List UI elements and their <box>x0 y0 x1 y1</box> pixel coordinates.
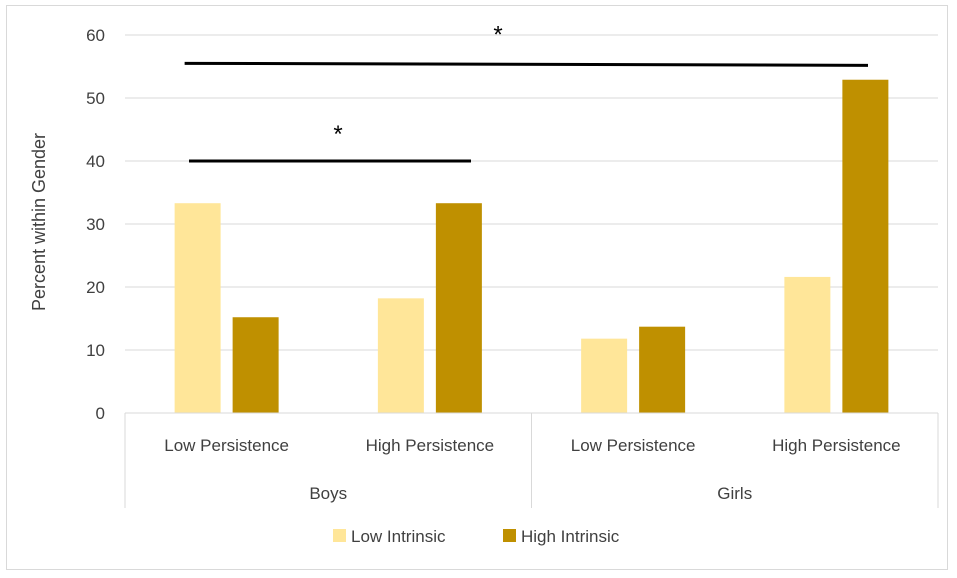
bar <box>377 298 424 413</box>
legend-swatch <box>333 529 346 542</box>
bar <box>435 203 482 413</box>
bar <box>174 203 221 413</box>
bar <box>842 79 889 413</box>
x-category-label: Low Persistence <box>164 436 289 455</box>
significance-annotations: ** <box>184 21 869 163</box>
x-category-label: Low Persistence <box>571 436 696 455</box>
x-group-label: Boys <box>309 484 347 503</box>
y-tick-label: 60 <box>86 26 105 45</box>
legend-label: Low Intrinsic <box>351 527 446 546</box>
bar <box>639 326 686 413</box>
legend-swatch <box>503 529 516 542</box>
bar <box>581 338 628 413</box>
significance-star: * <box>333 121 342 148</box>
chart-frame <box>6 5 948 570</box>
significance-star: * <box>493 21 502 48</box>
y-axis-title: Percent within Gender <box>29 133 49 311</box>
bar <box>232 317 279 413</box>
x-category-label: High Persistence <box>772 436 901 455</box>
x-group-label: Girls <box>717 484 752 503</box>
significance-bracket <box>184 61 869 67</box>
y-tick-label: 30 <box>86 215 105 234</box>
y-tick-label: 0 <box>96 404 105 423</box>
bars <box>174 79 889 413</box>
legend: Low Intrinsic High Intrinsic <box>333 527 620 546</box>
y-tick-label: 10 <box>86 341 105 360</box>
legend-label: High Intrinsic <box>521 527 620 546</box>
y-tick-label: 40 <box>86 152 105 171</box>
y-tick-label: 50 <box>86 89 105 108</box>
bar <box>784 276 831 413</box>
x-category-label: High Persistence <box>366 436 495 455</box>
axes: 0 10 20 30 40 50 60 Low Persistence High Persist… <box>86 26 939 508</box>
y-tick-label: 20 <box>86 278 105 297</box>
